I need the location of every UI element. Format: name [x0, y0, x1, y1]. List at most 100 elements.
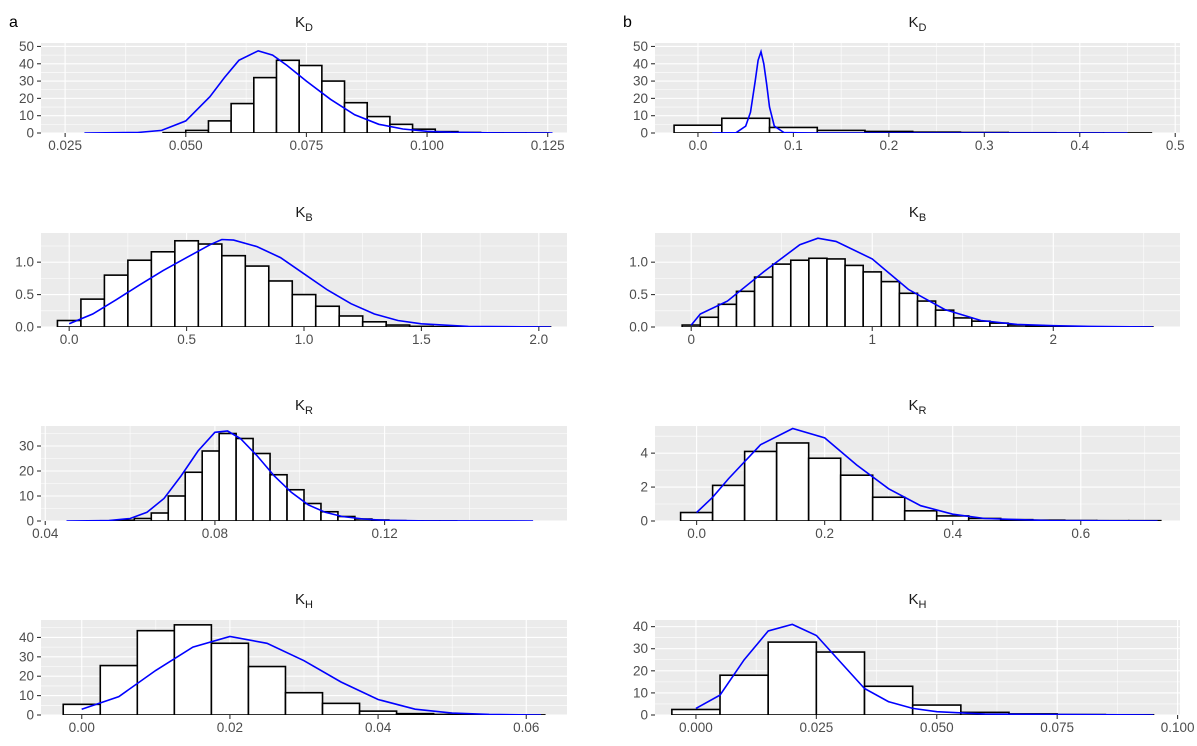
x-tick-label: 0.1: [784, 138, 803, 153]
histogram-bar: [298, 64, 323, 133]
density-curve: [66, 430, 534, 521]
x-tick-label: 2.0: [529, 332, 548, 347]
histogram-bar: [218, 432, 237, 521]
histogram-bar: [862, 271, 883, 327]
x-tick-label: 0.075: [290, 138, 324, 153]
histogram-bar: [719, 674, 769, 715]
histogram-bar: [291, 293, 317, 327]
histogram-bar: [244, 265, 270, 327]
histogram-bar: [173, 624, 213, 715]
histogram-bar: [771, 263, 792, 327]
histogram-bar: [184, 129, 210, 133]
histogram-bar: [197, 243, 223, 327]
histogram-bar: [221, 254, 247, 327]
y-tick-label: 10: [19, 489, 34, 504]
histogram-bar: [80, 298, 106, 327]
y-tick-label: 50: [19, 39, 34, 54]
histogram-bar: [952, 317, 973, 327]
histogram-bar: [56, 319, 82, 327]
y-tick-label: 1.0: [629, 255, 648, 270]
histogram-bar: [679, 511, 714, 521]
x-tick-label: 0.00: [69, 720, 95, 735]
histogram-bar: [269, 473, 288, 521]
x-tick-label: 0: [687, 332, 695, 347]
histogram-bar: [408, 325, 434, 327]
histogram-bar: [767, 641, 818, 715]
y-tick-label: 20: [633, 663, 648, 678]
density-curve: [696, 427, 1158, 521]
x-tick-label: 0.2: [815, 526, 834, 541]
y-tick-label: 0.0: [629, 320, 648, 335]
histogram-bar: [699, 316, 720, 327]
y-tick-label: 0.5: [15, 287, 34, 302]
y-tick-label: 4: [640, 446, 648, 461]
y-tick-label: 10: [633, 685, 648, 700]
histogram-bar: [210, 642, 250, 715]
panel-1-d-histogram: 0.0 0.1 0.2 0.3 0.4 0.5 0 10 20 30 40 50 KD b: [623, 14, 1185, 153]
x-tick-label: 0.5: [1166, 138, 1185, 153]
y-tick-label: 0: [26, 514, 34, 529]
y-tick-label: 30: [633, 74, 648, 89]
histogram-bar: [201, 450, 220, 521]
histogram-bar: [807, 457, 842, 521]
histogram-bar: [252, 452, 271, 521]
panel-tag: b: [623, 14, 632, 31]
panel-title: KD: [909, 14, 927, 34]
histogram-bar: [267, 280, 294, 327]
histogram-bar: [916, 300, 937, 327]
histogram-bar: [681, 324, 702, 327]
y-tick-label: 30: [633, 641, 648, 656]
y-tick-label: 30: [19, 74, 34, 89]
y-tick-label: 10: [633, 108, 648, 123]
panel-6-h-histogram: 0.00 0.02 0.04 0.06 0 10 20 30 40 KH: [19, 591, 567, 735]
y-tick-label: 10: [19, 688, 34, 703]
density-curve: [81, 635, 542, 715]
y-tick-label: 0.0: [15, 320, 34, 335]
density-curve: [84, 49, 553, 133]
x-tick-label: 1: [868, 332, 876, 347]
histogram-bar: [314, 305, 341, 327]
x-tick-label: 0.0: [687, 526, 706, 541]
panel-tag: a: [9, 14, 18, 31]
panel-title: KH: [909, 591, 927, 611]
density-curve: [690, 237, 1153, 327]
x-tick-label: 0.04: [365, 720, 392, 735]
x-tick-label: 0.000: [679, 720, 713, 735]
x-tick-label: 0.100: [1161, 720, 1195, 735]
histogram-bar: [150, 251, 176, 327]
x-tick-label: 0.4: [943, 526, 962, 541]
x-tick-label: 0.12: [371, 526, 397, 541]
histogram-bar: [247, 665, 287, 715]
density-curve: [695, 623, 1154, 715]
x-tick-label: 1.0: [295, 332, 314, 347]
x-tick-label: 0.075: [1040, 720, 1074, 735]
histogram-bar: [235, 437, 254, 521]
y-tick-label: 40: [633, 619, 648, 634]
x-tick-label: 0.050: [920, 720, 954, 735]
y-tick-label: 40: [633, 56, 648, 71]
histogram-bar: [808, 257, 828, 327]
density-curve: [712, 48, 1128, 133]
histogram-bar: [207, 120, 232, 133]
y-tick-label: 2: [640, 480, 648, 495]
y-tick-label: 0: [640, 126, 648, 141]
x-tick-label: 2: [1050, 332, 1058, 347]
panel-title: KB: [909, 204, 926, 224]
histogram-bar: [735, 290, 756, 327]
histogram-bar: [898, 292, 919, 327]
histogram-bar: [150, 512, 170, 521]
histogram-bar: [103, 274, 129, 327]
panel-5-r-histogram: 0.0 0.2 0.4 0.6 0 2 4 KR: [640, 397, 1180, 541]
histogram-bar: [395, 712, 435, 715]
y-tick-label: 0: [640, 708, 648, 723]
y-tick-label: 10: [19, 108, 34, 123]
y-tick-label: 40: [19, 630, 34, 645]
x-tick-label: 0.4: [1070, 138, 1089, 153]
x-tick-label: 1.5: [412, 332, 431, 347]
histogram-bar: [863, 685, 914, 715]
histogram-bar: [230, 102, 255, 133]
panel-title: KH: [295, 591, 313, 611]
histogram-bar: [385, 324, 411, 327]
histogram-bar: [934, 309, 955, 327]
